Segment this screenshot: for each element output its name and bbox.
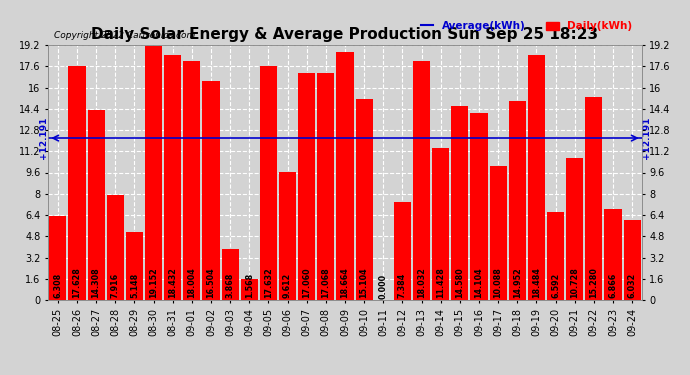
Bar <box>126 232 143 300</box>
Text: 11.428: 11.428 <box>436 267 445 298</box>
Text: 10.088: 10.088 <box>493 267 502 298</box>
Bar <box>471 112 488 300</box>
Text: Copyright 2022 Cartronics.com: Copyright 2022 Cartronics.com <box>55 31 195 40</box>
Bar <box>260 66 277 300</box>
Text: 17.060: 17.060 <box>302 267 311 298</box>
Bar <box>279 172 296 300</box>
Text: 14.308: 14.308 <box>92 267 101 298</box>
Bar <box>145 46 162 300</box>
Bar <box>604 209 622 300</box>
Bar <box>489 166 506 300</box>
Text: 15.104: 15.104 <box>359 267 368 298</box>
Bar <box>451 106 469 300</box>
Bar <box>624 220 641 300</box>
Bar <box>528 54 545 300</box>
Text: 17.068: 17.068 <box>322 267 331 298</box>
Bar <box>317 74 335 300</box>
Bar <box>88 110 105 300</box>
Text: 6.032: 6.032 <box>628 273 637 298</box>
Bar <box>585 97 602 300</box>
Legend: Average(kWh), Daily(kWh): Average(kWh), Daily(kWh) <box>417 17 636 35</box>
Text: 10.728: 10.728 <box>570 267 579 298</box>
Text: 1.568: 1.568 <box>245 273 254 298</box>
Text: 14.580: 14.580 <box>455 267 464 298</box>
Text: 17.628: 17.628 <box>72 267 81 298</box>
Text: +12.191: +12.191 <box>642 117 651 159</box>
Text: +12.191: +12.191 <box>39 117 48 159</box>
Text: 0.000: 0.000 <box>379 273 388 298</box>
Text: 14.104: 14.104 <box>475 267 484 298</box>
Text: 9.612: 9.612 <box>283 273 292 298</box>
Text: 18.004: 18.004 <box>188 267 197 298</box>
Bar <box>337 52 353 300</box>
Text: 17.632: 17.632 <box>264 267 273 298</box>
Bar <box>394 202 411 300</box>
Text: 7.916: 7.916 <box>111 273 120 298</box>
Bar <box>509 101 526 300</box>
Bar <box>413 60 430 300</box>
Bar <box>241 279 258 300</box>
Text: 16.504: 16.504 <box>206 267 215 298</box>
Title: Daily Solar Energy & Average Production Sun Sep 25 18:23: Daily Solar Energy & Average Production … <box>92 27 598 42</box>
Bar <box>184 61 201 300</box>
Text: 15.280: 15.280 <box>589 267 598 298</box>
Bar <box>547 213 564 300</box>
Bar <box>298 74 315 300</box>
Text: 6.866: 6.866 <box>609 273 618 298</box>
Text: 18.032: 18.032 <box>417 267 426 298</box>
Text: 3.868: 3.868 <box>226 273 235 298</box>
Bar <box>355 99 373 300</box>
Bar <box>49 216 66 300</box>
Text: 18.432: 18.432 <box>168 267 177 298</box>
Text: 18.484: 18.484 <box>532 267 541 298</box>
Text: 6.592: 6.592 <box>551 273 560 298</box>
Bar <box>68 66 86 300</box>
Bar <box>432 148 449 300</box>
Bar <box>164 55 181 300</box>
Text: 19.152: 19.152 <box>149 267 158 298</box>
Bar <box>107 195 124 300</box>
Text: 18.664: 18.664 <box>340 267 350 298</box>
Text: 6.308: 6.308 <box>53 273 62 298</box>
Text: 7.384: 7.384 <box>398 273 407 298</box>
Bar <box>221 249 239 300</box>
Text: 5.148: 5.148 <box>130 273 139 298</box>
Text: 14.952: 14.952 <box>513 267 522 298</box>
Bar <box>566 158 583 300</box>
Bar <box>202 81 219 300</box>
